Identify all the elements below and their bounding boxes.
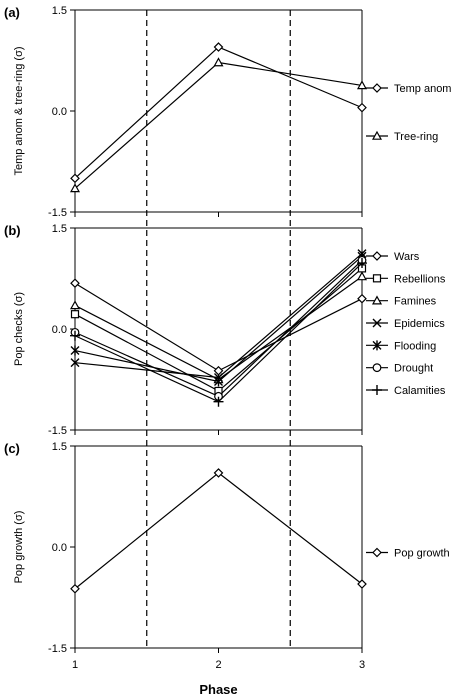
data-point-marker [70,358,80,368]
legend-marker [372,251,382,261]
y-tick-label: 0.0 [52,542,67,554]
legend-label: Temp anom [394,83,451,95]
series-line [74,253,363,379]
data-point-marker [356,80,368,90]
legend-marker [372,274,382,283]
x-tick-label: 2 [215,659,221,671]
chart-panel-3: (c) 1.5 0.0 -1.5 Pop growth (σ) Pop growth [4,441,450,655]
data-point-marker [70,310,80,319]
data-point-marker [213,42,224,52]
data-point-marker [357,579,367,589]
y-tick-label: 1.5 [52,223,67,235]
shared-x-axis: 1 2 3 Phase [72,659,365,697]
legend-marker [372,83,382,93]
y-axis-title: Pop checks (σ) [13,292,25,366]
series-temp-anom [70,42,367,184]
series-wars [70,278,367,376]
data-point-marker [70,345,80,356]
legend-label: Tree-ring [394,131,438,143]
series-pop-growth [70,468,367,594]
panel-label: (c) [4,441,20,456]
legend-entry: Tree-ring [366,130,438,143]
data-point-marker [70,583,80,594]
legend-label: Drought [394,363,433,375]
legend-entry: Wars [366,251,420,263]
data-point-marker [357,102,367,113]
data-point-marker [69,183,81,193]
y-tick-label: 1.5 [52,5,67,17]
data-point-marker [356,271,368,281]
legend: Wars Rebellions Famines Epidemics Flooding Dr… [366,251,446,397]
data-point-marker [70,330,80,341]
legend-entry: Famines [366,295,437,308]
legend-marker [372,385,382,395]
data-point-marker [70,278,80,289]
legend-marker [371,130,383,140]
legend-entry: Temp anom [366,83,451,95]
data-point-marker [357,258,367,269]
chart-panels: (a) 1.5 0.0 -1.5 Temp anom & tree-ring (σ) Te… [4,5,451,655]
legend-entry: Drought [366,363,433,375]
x-tick-label: 3 [359,659,365,671]
legend-marker [372,340,382,351]
legend: Temp anom Tree-ring [366,83,451,143]
phase-boundary-lines [146,10,291,648]
y-tick-label: 0.0 [52,106,67,118]
y-axis-title: Pop growth (σ) [13,511,25,584]
chart-panel-1: (a) 1.5 0.0 -1.5 Temp anom & tree-ring (σ) Te… [4,5,451,219]
data-point-marker [70,173,80,184]
y-tick-label: -1.5 [48,207,67,219]
series-line [74,472,363,590]
legend-entry: Epidemics [366,318,445,330]
y-tick-label: 0.0 [52,324,67,336]
series-calamities [70,258,367,407]
legend-label: Rebellions [394,273,446,285]
series-line [74,46,363,179]
data-point-marker [69,300,81,310]
y-tick-label: 1.5 [52,441,67,453]
y-tick-label: -1.5 [48,425,67,437]
y-tick-label: -1.5 [48,643,67,655]
legend-entry: Calamities [366,385,446,397]
data-point-marker [214,376,223,387]
legend-marker [372,363,382,373]
series-line [74,275,363,381]
legend-marker [372,547,382,558]
legend-label: Flooding [394,340,436,352]
data-point-marker [213,57,224,67]
x-tick-label: 1 [72,659,78,671]
data-point-marker [213,468,224,478]
chart-panel-2: (b) 1.5 0.0 -1.5 Pop checks (σ) Wars Rebellion… [4,223,446,437]
panel-label: (b) [4,223,21,238]
legend-marker [372,318,382,328]
legend: Pop growth [366,548,450,560]
legend-label: Pop growth [394,548,450,560]
legend-entry: Flooding [366,340,436,352]
series-tree-ring [69,57,368,193]
legend-label: Famines [394,296,437,308]
panel-label: (a) [4,5,20,20]
data-point-marker [213,396,224,407]
legend-label: Wars [394,251,420,263]
series-line [74,255,363,383]
x-axis-title: Phase [199,682,237,697]
legend-label: Calamities [394,385,446,397]
legend-entry: Pop growth [366,548,450,560]
data-point-marker [357,293,367,304]
data-point-marker [213,365,224,376]
legend-entry: Rebellions [366,273,446,285]
y-axis-title: Temp anom & tree-ring (σ) [13,46,25,175]
series-line [74,61,363,189]
series-epidemics [70,249,367,382]
legend-label: Epidemics [394,318,445,330]
legend-marker [371,295,383,305]
